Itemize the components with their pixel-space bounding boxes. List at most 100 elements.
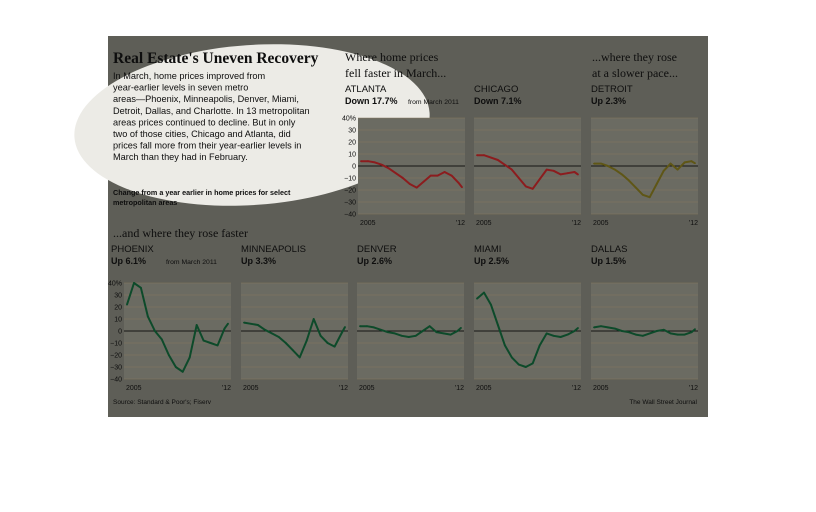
data-point [421, 330, 424, 332]
highlight-oval [74, 44, 430, 206]
data-point [340, 332, 343, 335]
data-point [461, 186, 463, 189]
intro-line: areas prices continued to decline. But i… [113, 117, 296, 127]
data-point [613, 327, 616, 330]
data-point [450, 174, 453, 177]
from-label: from March 2011 [408, 99, 459, 106]
data-point [379, 328, 382, 331]
data-point [476, 154, 478, 157]
data-point [483, 154, 485, 157]
data-point [387, 167, 390, 170]
metro-label: DENVER [357, 244, 397, 255]
change-label: Up 2.6% [357, 256, 392, 266]
data-point [367, 160, 369, 163]
data-point [146, 315, 149, 318]
x-tick-label: '12 [572, 385, 581, 392]
data-point [457, 181, 460, 184]
data-point [209, 342, 212, 344]
metro-label: DALLAS [591, 244, 627, 255]
x-tick-label: 2005 [359, 385, 375, 392]
data-point [408, 183, 411, 185]
data-point [641, 193, 644, 196]
intro-line: In March, home prices improved from [113, 71, 266, 81]
headline-fell-line-2: fell faster in March... [345, 66, 446, 80]
data-point [531, 187, 534, 190]
change-label: Up 6.1% [111, 256, 146, 266]
data-point [422, 180, 425, 183]
data-point [510, 356, 513, 359]
data-point [545, 168, 548, 171]
x-tick-label: '12 [222, 385, 231, 392]
series-line-atlanta [361, 160, 463, 189]
data-point [133, 282, 135, 284]
y-tick-label: −20 [344, 188, 356, 195]
data-point [503, 163, 506, 166]
data-point [250, 322, 252, 325]
data-point [277, 336, 280, 338]
y-tick-label: 30 [114, 293, 122, 300]
data-point [690, 331, 693, 334]
data-point [620, 330, 623, 332]
y-tick-label: 40% [342, 116, 356, 123]
caption-line-2: metropolitan areas [113, 198, 177, 207]
data-point [538, 178, 541, 181]
data-point [257, 324, 259, 326]
data-point [442, 332, 445, 335]
data-point [496, 324, 499, 326]
intro-line: two of those cities, Chicago and Atlanta… [113, 129, 291, 139]
x-tick-label: '12 [689, 220, 698, 227]
data-point [373, 326, 375, 329]
data-point [496, 159, 499, 161]
data-point [460, 326, 462, 329]
source-note: Source: Standard & Poor's; Fiserv [113, 399, 212, 406]
data-point [600, 325, 602, 328]
data-point [407, 336, 410, 338]
intro-line: prices fall more from their year-earlier… [113, 141, 301, 151]
series-line-denver [360, 325, 462, 338]
data-point [577, 173, 579, 176]
data-point [655, 330, 658, 332]
data-point [690, 160, 693, 163]
data-point [456, 330, 459, 332]
intro-line: year-earlier levels in seven metro [113, 83, 248, 93]
x-tick-label: '12 [572, 220, 581, 227]
data-point [428, 325, 431, 328]
data-point [683, 161, 686, 164]
x-tick-label: 2005 [126, 385, 142, 392]
data-point [524, 366, 527, 368]
metro-label: MIAMI [474, 244, 501, 255]
x-tick-label: 2005 [243, 385, 259, 392]
data-point [216, 344, 219, 347]
headline-faster: ...and where they rose faster [113, 226, 248, 240]
data-point [202, 339, 205, 342]
y-tick-label: −10 [110, 341, 122, 348]
data-point [344, 326, 346, 328]
series-line-minneapolis [243, 318, 346, 359]
data-point [620, 173, 623, 176]
data-point [634, 186, 637, 189]
data-point [360, 160, 362, 163]
data-point [160, 338, 163, 341]
data-point [435, 331, 438, 334]
series-line-miami [476, 291, 579, 368]
data-point [436, 174, 439, 177]
headline-fell-line-1: Where home prices [345, 50, 439, 64]
series-line-dallas [593, 325, 696, 337]
change-label: Up 3.3% [241, 256, 276, 266]
data-point [559, 173, 562, 176]
data-point [559, 336, 562, 338]
series-line-chicago [477, 154, 579, 190]
data-point [662, 169, 665, 172]
wsj-credit: The Wall Street Journal [629, 399, 697, 406]
from-label: from March 2011 [166, 259, 217, 266]
data-point [490, 303, 492, 306]
data-point [577, 327, 579, 329]
x-tick-label: 2005 [593, 220, 609, 227]
intro-line: Detroit, Dallas, and Charlotte. In 13 me… [113, 106, 310, 116]
data-point [326, 342, 329, 344]
data-point [449, 333, 452, 336]
